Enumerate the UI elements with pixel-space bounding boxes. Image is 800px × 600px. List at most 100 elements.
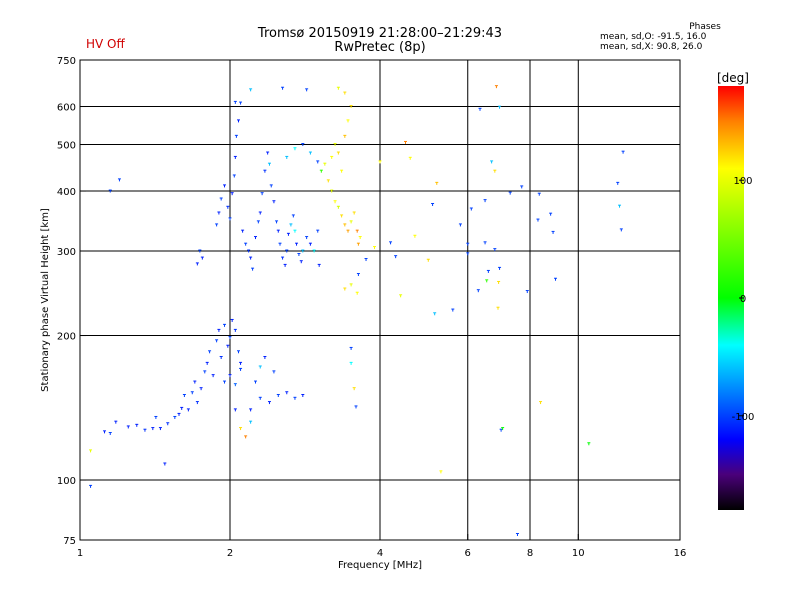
data-point <box>469 207 473 211</box>
x-tick-label: 6 <box>465 548 471 559</box>
data-point <box>276 229 280 233</box>
data-point <box>276 394 280 398</box>
data-point <box>253 380 257 384</box>
data-point <box>291 214 295 218</box>
phase-stats-line-x: mean, sd,X: 90.8, 26.0 <box>600 42 703 52</box>
x-tick-label: 4 <box>377 548 383 559</box>
data-points <box>89 85 625 537</box>
data-point <box>355 291 359 295</box>
x-axis-ticks: 1 2 4 6 8 10 16 <box>77 534 687 559</box>
data-point <box>301 394 305 398</box>
y-tick-label: 75 <box>63 536 76 547</box>
data-point <box>219 197 223 201</box>
data-point <box>233 328 237 332</box>
data-point <box>258 365 262 369</box>
data-point <box>536 218 540 222</box>
phase-stats-title: Phases <box>689 22 721 32</box>
data-point <box>126 425 130 429</box>
data-point <box>217 328 221 332</box>
data-point <box>619 228 623 232</box>
data-point <box>103 430 107 434</box>
data-point <box>263 169 267 173</box>
data-point <box>199 387 203 391</box>
y-tick-label: 500 <box>57 141 76 152</box>
data-point <box>486 269 490 273</box>
data-point <box>234 134 238 138</box>
data-point <box>483 241 487 245</box>
data-point <box>316 229 320 233</box>
data-point <box>177 412 181 416</box>
y-axis-label: Stationary phase Virtual Height [km] <box>40 208 51 392</box>
data-point <box>498 266 502 270</box>
data-point <box>346 229 350 233</box>
data-point <box>317 263 321 267</box>
data-point <box>433 312 437 316</box>
data-point <box>496 306 500 310</box>
data-point <box>239 101 243 105</box>
data-point <box>166 422 170 426</box>
data-point <box>232 174 236 178</box>
x-tick-label: 16 <box>674 548 687 559</box>
data-point <box>233 408 237 412</box>
data-point <box>295 242 299 246</box>
colorbar-unit-label: [deg] <box>717 71 749 85</box>
data-point <box>340 169 344 173</box>
y-tick-label: 750 <box>57 56 76 67</box>
data-point <box>230 318 234 322</box>
data-point <box>286 232 290 236</box>
data-point <box>108 432 112 436</box>
data-point <box>336 205 340 209</box>
data-point <box>200 256 204 260</box>
data-point <box>439 470 443 474</box>
phase-stats: Phases mean, sd,O: -91.5, 16.0 mean, sd,… <box>600 22 770 52</box>
data-point <box>266 151 270 155</box>
data-point <box>236 350 240 354</box>
data-point <box>336 86 340 90</box>
data-point <box>211 374 215 378</box>
data-point <box>258 211 262 215</box>
data-point <box>217 211 221 215</box>
data-point <box>616 181 620 185</box>
data-point <box>520 185 524 189</box>
hv-status: HV Off <box>86 37 125 51</box>
data-point <box>285 155 289 159</box>
data-point <box>275 220 279 224</box>
data-point <box>319 169 323 173</box>
chart-title-block: Tromsø 20150919 21:28:00–21:29:43 RwPret… <box>230 27 530 55</box>
data-point <box>293 147 297 151</box>
data-point <box>537 192 541 196</box>
data-point <box>230 192 234 196</box>
data-point <box>233 155 237 159</box>
data-point <box>330 189 334 193</box>
data-point <box>373 246 377 250</box>
data-point <box>260 192 264 196</box>
data-point <box>226 344 230 348</box>
data-point <box>343 91 347 95</box>
y-tick-label: 100 <box>57 476 76 487</box>
data-point <box>223 380 227 384</box>
data-point <box>343 223 347 227</box>
data-point <box>182 394 186 398</box>
data-point <box>349 105 353 109</box>
chart-subtitle: RwPretec (8p) <box>334 40 426 55</box>
data-point <box>349 283 353 287</box>
data-point <box>389 241 393 245</box>
data-point <box>267 401 271 405</box>
data-point <box>508 191 512 195</box>
data-point <box>553 277 557 281</box>
x-tick-label: 2 <box>227 548 233 559</box>
data-point <box>305 88 309 92</box>
data-point <box>249 256 253 260</box>
data-point <box>403 140 407 144</box>
data-point <box>241 229 245 233</box>
data-point <box>208 350 212 354</box>
colorbar-tick-label: 0 <box>740 294 746 305</box>
data-point <box>485 279 489 283</box>
data-point <box>215 223 219 227</box>
data-point <box>346 119 350 123</box>
x-tick-label: 10 <box>572 548 585 559</box>
chart-title: Tromsø 20150919 21:28:00–21:29:43 <box>257 26 503 41</box>
data-point <box>205 361 209 365</box>
data-point <box>476 289 480 293</box>
